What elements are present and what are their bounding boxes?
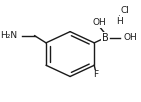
Text: H: H	[116, 17, 122, 26]
Text: OH: OH	[124, 33, 137, 42]
Text: OH: OH	[93, 18, 106, 27]
Text: F: F	[93, 70, 98, 79]
Text: Cl: Cl	[120, 6, 129, 15]
Text: B: B	[102, 33, 109, 43]
Text: H₂N: H₂N	[0, 31, 17, 40]
